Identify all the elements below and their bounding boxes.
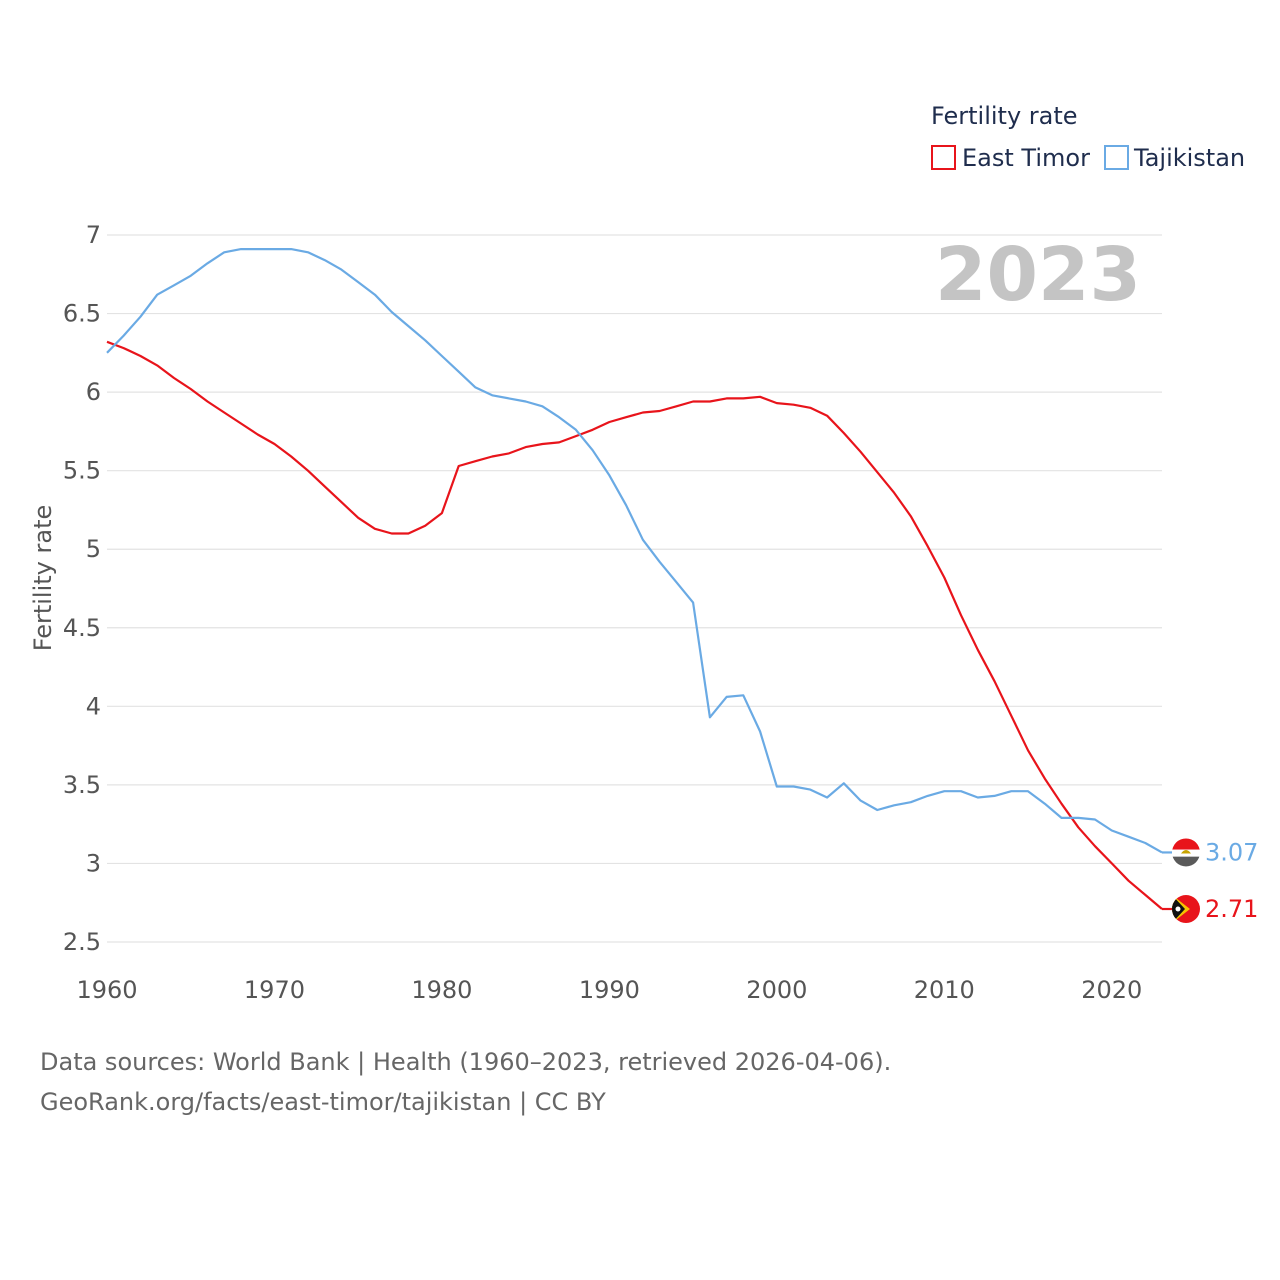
y-tick-label: 3 (86, 849, 101, 877)
y-tick-label: 3.5 (63, 771, 101, 799)
y-axis-ticks: 2.5 3 3.5 4 4.5 5 5.5 6 6.5 7 (63, 221, 101, 956)
legend-swatch-east-timor (931, 145, 956, 170)
series-lines (106, 248, 1163, 910)
x-tick-label: 2020 (1081, 976, 1142, 1004)
data-sources-text: Data sources: World Bank | Health (1960–… (40, 1048, 892, 1076)
y-tick-label: 4.5 (63, 614, 101, 642)
x-tick-label: 1990 (579, 976, 640, 1004)
end-value-label-tajikistan: 3.07 (1205, 838, 1258, 866)
series-line-east-timor[interactable] (106, 340, 1163, 910)
x-axis-ticks: 1960 1970 1980 1990 2000 2010 2020 (76, 976, 1142, 1004)
y-tick-label: 5 (86, 535, 101, 563)
east-timor-flag-icon (1172, 895, 1200, 924)
end-markers: 2.71 3.07 (1162, 838, 1258, 924)
y-tick-label: 5.5 (63, 457, 101, 485)
grid-lines (107, 234, 1162, 943)
y-tick-label: 2.5 (63, 928, 101, 956)
y-tick-label: 6.5 (63, 300, 101, 328)
legend-title: Fertility rate (931, 102, 1078, 130)
legend: Fertility rate East Timor Tajikistan (931, 102, 1245, 172)
legend-item-tajikistan[interactable]: Tajikistan (1104, 144, 1245, 172)
series-line-tajikistan[interactable] (106, 248, 1163, 854)
fertility-chart: 2023 2.533.544.555.566.57 1960 1970 1980 19… (29, 102, 1258, 1004)
end-value-label-east-timor: 2.71 (1205, 895, 1258, 923)
tajikistan-flag-icon (1172, 838, 1200, 867)
y-tick-label: 4 (86, 692, 101, 720)
year-watermark: 2023 (935, 232, 1141, 318)
footer: Data sources: World Bank | Health (1960–… (40, 1042, 891, 1122)
x-tick-label: 2000 (746, 976, 807, 1004)
legend-label-tajikistan: Tajikistan (1133, 144, 1245, 172)
y-axis-label: Fertility rate (29, 505, 57, 652)
x-tick-label: 1980 (411, 976, 472, 1004)
y-tick-label: 7 (86, 221, 101, 249)
legend-item-east-timor[interactable]: East Timor (931, 144, 1090, 172)
attribution-text: GeoRank.org/facts/east-timor/tajikistan … (40, 1088, 606, 1116)
x-tick-label: 1960 (76, 976, 137, 1004)
legend-swatch-tajikistan (1104, 145, 1129, 170)
x-tick-label: 2010 (914, 976, 975, 1004)
y-tick-label: 6 (86, 378, 101, 406)
x-tick-label: 1970 (244, 976, 305, 1004)
legend-label-east-timor: East Timor (962, 144, 1090, 172)
